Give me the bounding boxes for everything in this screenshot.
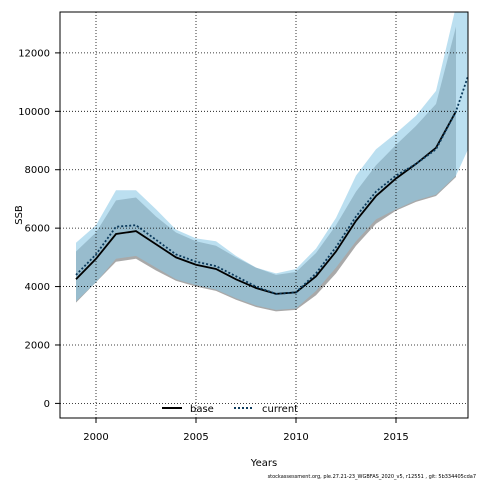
x-tick-label: 2005 [183,432,208,443]
y-tick-label: 10000 [18,107,50,118]
footer-text: stockassessment.org, ple.27.21-23_WGBFAS… [268,474,476,480]
legend: base current [162,404,298,415]
y-axis-ticks: 0 2000 4000 6000 8000 10000 12000 [18,48,60,410]
current-confidence-band [76,12,468,310]
x-tick-label: 2010 [283,432,308,443]
series-lines [75,73,468,295]
y-tick-label: 12000 [18,48,50,59]
confidence-bands [76,12,468,312]
y-tick-label: 2000 [25,340,50,351]
x-tick-label: 2000 [83,432,108,443]
y-axis-title: SSB [14,205,25,225]
y-tick-label: 8000 [25,165,50,176]
x-axis-title: Years [250,458,277,469]
plot-frame [59,11,469,419]
legend-current-label: current [262,404,298,415]
y-tick-label: 0 [44,399,50,410]
grid-lines [60,12,468,418]
current-series-line [75,73,468,295]
x-axis-ticks: 2000 2005 2010 2015 [83,418,409,443]
legend-base-label: base [190,404,214,415]
x-tick-label: 2015 [383,432,408,443]
y-tick-label: 4000 [25,282,50,293]
y-tick-label: 6000 [25,224,50,235]
